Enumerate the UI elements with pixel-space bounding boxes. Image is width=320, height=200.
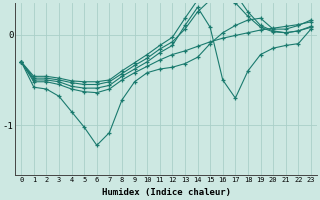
X-axis label: Humidex (Indice chaleur): Humidex (Indice chaleur) xyxy=(101,188,231,197)
